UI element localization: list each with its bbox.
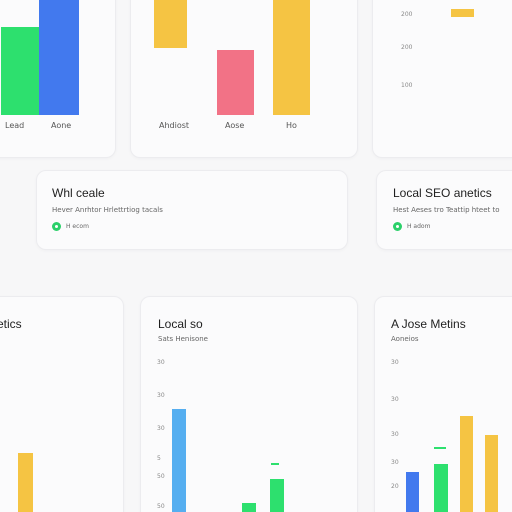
info-card-left[interactable]: Whl ceale Hever Anrhtor Hrlettrtiog taca… [36, 170, 348, 250]
status-text: H ecom [66, 223, 89, 230]
card-title: Local so [158, 317, 203, 331]
chart-bar-marker [434, 447, 446, 449]
card-title: etics [0, 317, 22, 331]
y-tick-label: 30 [157, 359, 165, 366]
y-tick-label: 200 [401, 44, 413, 51]
chart-bar-green [270, 479, 284, 512]
chart-bar-green [1, 27, 39, 115]
status-badge: H ecom [52, 222, 89, 231]
chart-card-bottom-left: etics [0, 296, 124, 512]
status-badge: H adom [393, 222, 430, 231]
chart-card-top-middle: Ahdiost Aose Ho [130, 0, 358, 158]
y-tick-label: 30 [391, 431, 399, 438]
y-tick-label: 30 [157, 392, 165, 399]
chart-bar-green [242, 503, 256, 512]
chart-bar-yellow [460, 416, 473, 512]
y-tick-label: 30 [391, 359, 399, 366]
chart-card-top-right: 200 200 100 [372, 0, 512, 158]
y-tick-label: 50 [157, 503, 165, 510]
chart-bar-yellow [273, 0, 310, 115]
chart-bar-yellow [485, 435, 498, 512]
y-tick-label: 50 [157, 473, 165, 480]
y-tick-label: 20 [391, 483, 399, 490]
chart-bar-blue [406, 472, 419, 512]
chart-x-label: Aone [51, 121, 72, 130]
y-tick-label: 200 [401, 11, 413, 18]
chart-bar-green [434, 464, 448, 512]
card-subtitle: Hever Anrhtor Hrlettrtiog tacals [52, 206, 163, 214]
chart-x-label: Ho [286, 121, 297, 130]
card-subtitle: Hest Aeses tro Teattip hteet to [393, 206, 500, 214]
chart-bar-yellow [18, 453, 33, 512]
status-check-icon [52, 222, 61, 231]
chart-x-label: Ahdiost [159, 121, 190, 130]
status-text: H adom [407, 223, 431, 230]
chart-card-bottom-right: A Jose Metins Aoneios 30 30 30 30 20 [374, 296, 512, 512]
card-title: Local SEO anetics [393, 186, 492, 200]
card-title: Whl ceale [52, 186, 105, 200]
info-card-right[interactable]: Local SEO anetics Hest Aeses tro Teattip… [376, 170, 512, 250]
chart-bar-yellow [154, 0, 187, 48]
y-tick-label: 30 [157, 425, 165, 432]
card-subtitle: Sats Henisone [158, 335, 208, 343]
chart-bar-sky [172, 409, 186, 512]
y-tick-label: 30 [391, 396, 399, 403]
card-title: A Jose Metins [391, 317, 466, 331]
chart-x-label: Aose [225, 121, 245, 130]
y-tick-label: 30 [391, 459, 399, 466]
chart-bar-yellow [451, 9, 474, 17]
chart-bar-blue [39, 0, 79, 115]
chart-card-top-left: Lead Aone [0, 0, 116, 158]
chart-bar-marker [271, 463, 279, 465]
status-check-icon [393, 222, 402, 231]
chart-card-bottom-middle: Local so Sats Henisone 30 30 30 5 50 50 [140, 296, 358, 512]
y-tick-label: 100 [401, 82, 413, 89]
y-tick-label: 5 [157, 455, 161, 462]
chart-x-label: Lead [5, 121, 25, 130]
chart-bar-red [217, 50, 254, 115]
card-subtitle: Aoneios [391, 335, 419, 343]
